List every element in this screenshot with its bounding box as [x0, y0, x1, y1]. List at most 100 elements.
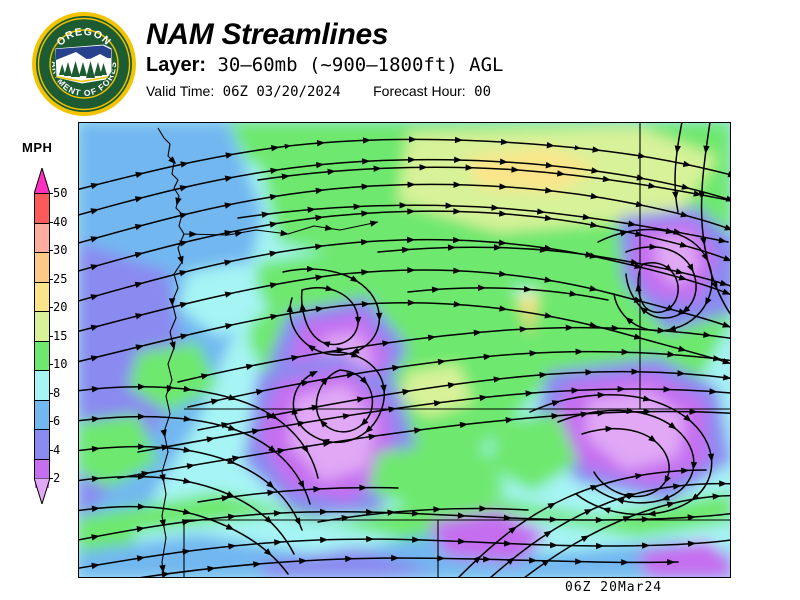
streamline-arrow: [503, 540, 513, 547]
streamline-arrow: [675, 268, 684, 275]
streamline-arrow: [589, 321, 598, 328]
streamline-arrow: [454, 156, 463, 164]
streamline-arrow: [546, 141, 555, 149]
streamline-arrow: [575, 348, 584, 355]
streamline-arrow: [722, 358, 731, 365]
streamline-arrow: [316, 140, 326, 147]
streamline-arrow: [373, 165, 382, 172]
streamline-arrow: [286, 304, 293, 313]
colorbar-tick-mark: [49, 478, 53, 479]
streamline-arrow: [433, 506, 442, 513]
streamline-arrow: [459, 421, 469, 429]
colorbar-band: [35, 340, 49, 370]
streamline-arrow: [360, 418, 369, 427]
streamline-arrow: [687, 540, 697, 547]
streamline-arrow: [221, 422, 230, 429]
colorbar-tick-mark: [49, 307, 53, 308]
colorbar-tick-label: 30: [53, 243, 68, 257]
streamline-arrow: [547, 502, 557, 510]
streamline-arrow: [529, 557, 538, 564]
streamline-arrow: [368, 433, 377, 441]
valid-time-label: Valid Time:: [146, 83, 215, 99]
streamline-arrow: [225, 523, 235, 530]
streamline-arrow: [725, 195, 731, 202]
streamline-arrow: [419, 164, 428, 171]
streamline-arrow: [457, 512, 466, 519]
streamline-arrow: [591, 167, 600, 174]
streamline-arrow: [506, 557, 515, 565]
streamline-arrow: [569, 290, 578, 297]
streamline-arrow: [134, 251, 144, 259]
colorbar-tick-label: 25: [53, 271, 68, 286]
streamline-arrow: [617, 385, 626, 393]
streamline-arrow: [627, 492, 637, 499]
colorbar-wrapper: 50 40 30 25 20 15 10 8 6 4 2: [34, 160, 76, 504]
streamline-arrow: [585, 369, 594, 376]
streamline-arrow: [315, 187, 324, 194]
streamline-arrow: [668, 422, 677, 430]
streamline-arrow: [549, 541, 559, 549]
streamline-arrow: [361, 210, 370, 217]
streamline-arrow: [315, 161, 325, 169]
streamline-arrow: [90, 208, 99, 215]
streamline-arrow: [641, 542, 651, 549]
streamline-arrow: [362, 137, 372, 144]
colorbar-tick-label: 40: [53, 214, 68, 229]
colorbar-tick-label: 15: [53, 328, 68, 343]
streamline-arrow: [414, 427, 423, 434]
streamline-arrow: [667, 351, 676, 358]
streamline-arrow: [159, 564, 166, 574]
streamline-arrow: [635, 283, 642, 292]
streamline-arrow: [180, 161, 189, 168]
streamline-arrow: [452, 236, 462, 244]
streamline-arrow: [611, 324, 620, 332]
streamline-arrow: [722, 374, 731, 381]
streamline-arrow: [321, 438, 330, 446]
streamline-arrow: [641, 516, 650, 523]
streamline-arrow: [160, 429, 167, 438]
streamline-arrow: [615, 498, 625, 505]
streamline-arrow: [445, 202, 454, 209]
streamline-arrow: [454, 136, 464, 144]
streamline-arrow: [677, 370, 686, 377]
streamline-arrow: [539, 371, 548, 379]
streamline-arrow: [523, 285, 532, 293]
streamline-arrow: [633, 296, 643, 303]
streamline-arrow: [134, 223, 144, 231]
streamline-arrow: [679, 241, 689, 248]
streamline-arrow: [135, 344, 144, 351]
page-header: OREGON DEPARTMENT OF FORESTRY NAM Stream…: [0, 0, 800, 118]
colorbar-band: [35, 281, 49, 311]
streamline-arrow: [407, 181, 416, 188]
streamline-arrow: [91, 505, 100, 513]
streamline-arrow: [411, 510, 420, 517]
streamline-arrow: [319, 508, 329, 516]
streamline-arrow: [590, 221, 599, 228]
streamline-arrow: [409, 136, 418, 143]
streamline-arrow: [315, 214, 324, 222]
streamline-arrow: [427, 334, 437, 341]
streamline-arrow: [667, 559, 676, 566]
streamline-arrow: [663, 386, 672, 393]
streamline-arrow: [135, 313, 144, 320]
streamline-arrow: [91, 445, 100, 453]
streamline-arrow: [341, 515, 350, 522]
streamline-arrow: [499, 183, 508, 190]
streamline-arrow: [307, 206, 316, 213]
colorbar-bottom-arrow: [34, 478, 50, 504]
streamline-arrow: [227, 513, 237, 521]
streamline-arrow: [557, 170, 566, 177]
streamline-arrow: [508, 526, 517, 534]
streamline-arrow: [678, 274, 688, 281]
streamline-arrow: [297, 480, 305, 489]
streamline-arrow: [701, 252, 709, 262]
valid-time-value: 06Z 03/20/2024: [222, 84, 341, 100]
streamline-arrow: [91, 534, 100, 541]
streamline-arrow: [505, 417, 514, 424]
colorbar-tick-mark: [49, 250, 53, 251]
colorbar-tick-label: 10: [53, 357, 68, 371]
streamline-arrow: [342, 413, 352, 420]
streamline-wind-field-map[interactable]: [78, 122, 731, 578]
streamline-arrow: [628, 220, 637, 227]
streamline-arrow: [267, 489, 276, 496]
